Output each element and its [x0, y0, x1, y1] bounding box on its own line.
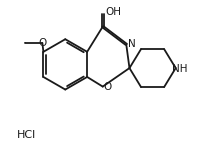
Text: NH: NH: [172, 64, 187, 74]
Text: OH: OH: [106, 7, 121, 17]
Text: HCl: HCl: [17, 130, 36, 140]
Text: O: O: [24, 42, 25, 43]
Text: O: O: [103, 82, 111, 92]
Text: O: O: [38, 38, 46, 48]
Text: O: O: [25, 42, 26, 43]
Text: N: N: [128, 39, 136, 49]
